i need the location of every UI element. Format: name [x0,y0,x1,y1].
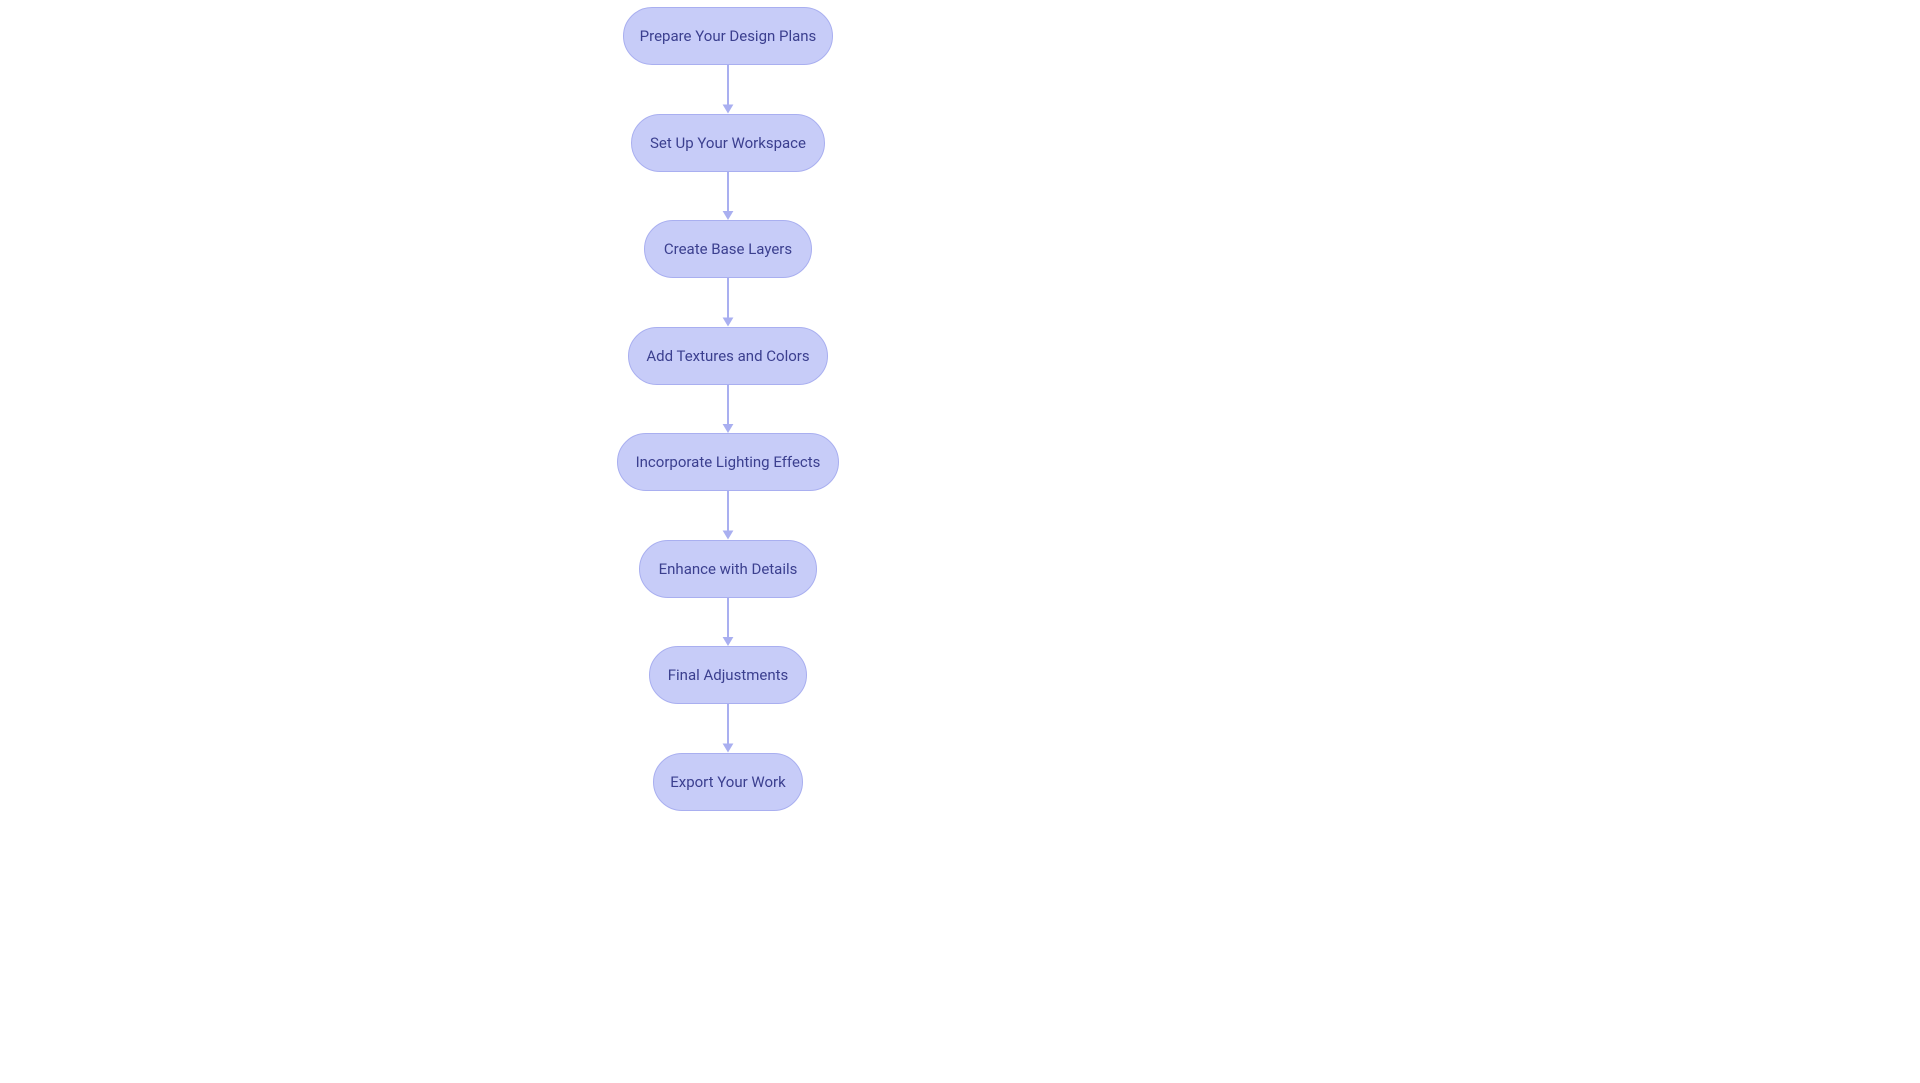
flowchart-node-label: Final Adjustments [668,666,789,684]
flowchart-edge [0,0,1920,1083]
flowchart-edge [0,0,1920,1083]
flowchart-node-label: Enhance with Details [659,560,798,578]
flowchart-node: Incorporate Lighting Effects [617,433,839,491]
flowchart-node: Create Base Layers [644,220,812,278]
flowchart-edge [0,0,1920,1083]
flowchart-edge [0,0,1920,1083]
flowchart-node-label: Add Textures and Colors [646,347,809,365]
flowchart-node: Add Textures and Colors [628,327,828,385]
flowchart-node: Enhance with Details [639,540,817,598]
flowchart-node: Prepare Your Design Plans [623,7,833,65]
flowchart-canvas: Prepare Your Design Plans Set Up Your Wor… [0,0,1920,1083]
flowchart-node-label: Prepare Your Design Plans [640,27,817,45]
flowchart-node-label: Incorporate Lighting Effects [636,453,821,471]
flowchart-node: Final Adjustments [649,646,807,704]
flowchart-edge [0,0,1920,1083]
flowchart-edge [0,0,1920,1083]
flowchart-node-label: Set Up Your Workspace [650,134,806,152]
flowchart-node: Export Your Work [653,753,803,811]
flowchart-node-label: Create Base Layers [664,240,792,258]
flowchart-node-label: Export Your Work [670,773,786,791]
flowchart-node: Set Up Your Workspace [631,114,825,172]
flowchart-edge [0,0,1920,1083]
